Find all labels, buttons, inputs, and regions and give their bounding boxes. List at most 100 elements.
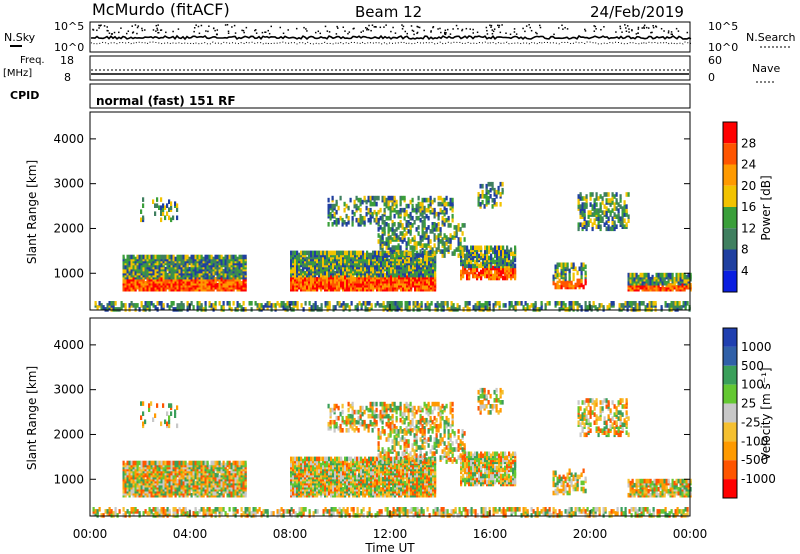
echo-cell — [326, 260, 329, 266]
echo-cell — [463, 223, 466, 228]
echo-cell — [398, 274, 401, 280]
echo-cell — [396, 250, 399, 256]
echo-cell — [558, 284, 561, 290]
nsky-point — [172, 30, 174, 33]
echo-cell — [407, 237, 410, 242]
nsky-point — [268, 32, 271, 35]
echo-cell — [625, 204, 628, 209]
echo-cell — [388, 250, 391, 256]
nsky-point — [584, 30, 587, 32]
echo-cell — [152, 468, 155, 474]
echo-cell — [416, 270, 419, 276]
echo-cell — [96, 305, 99, 310]
echo-cell — [599, 224, 602, 229]
nsky-point — [335, 33, 338, 35]
echo-cell — [498, 245, 501, 251]
echo-cell — [459, 227, 462, 232]
echo-cell — [170, 480, 173, 486]
nsky-point — [198, 32, 201, 35]
echo-cell — [416, 301, 419, 306]
echo-cell — [238, 274, 241, 280]
echo-cell — [314, 301, 317, 306]
echo-cell — [597, 224, 600, 229]
echo-cell — [424, 284, 427, 290]
echo-cell — [156, 301, 159, 306]
echo-cell — [320, 250, 323, 256]
nsky-point — [406, 32, 408, 35]
echo-cell — [618, 303, 621, 308]
echo-cell — [234, 307, 237, 312]
echo-cell — [150, 490, 153, 496]
echo-cell — [405, 251, 408, 256]
echo-cell — [580, 274, 583, 280]
echo-cell — [122, 303, 125, 308]
echo-cell — [341, 217, 344, 223]
echo-cell — [122, 460, 125, 466]
echo-cell — [357, 205, 360, 211]
echo-cell — [324, 301, 327, 306]
echo-cell — [663, 276, 666, 282]
echo-cell — [160, 254, 163, 260]
nsky-point — [490, 24, 493, 27]
echo-cell — [142, 305, 145, 310]
echo-cell — [437, 211, 440, 217]
nsky-point — [635, 33, 638, 35]
echo-cell — [387, 215, 390, 221]
echo-cell — [365, 211, 368, 217]
echo-cell — [418, 303, 421, 308]
echo-cell — [441, 237, 444, 242]
echo-cell — [389, 205, 392, 211]
echo-cell — [457, 223, 460, 228]
echo-cell — [394, 256, 397, 262]
echo-cell — [220, 258, 223, 264]
nsky-point — [227, 30, 230, 33]
echo-cell — [506, 257, 509, 263]
echo-cell — [242, 264, 245, 270]
echo-cell — [407, 203, 410, 209]
echo-cell — [645, 282, 648, 288]
echo-cell — [156, 254, 159, 260]
echo-cell — [379, 245, 382, 250]
nsky-point — [593, 25, 595, 27]
echo-cell — [445, 235, 448, 240]
echo-cell — [447, 215, 450, 221]
echo-cell — [192, 305, 195, 310]
echo-cell — [445, 201, 448, 207]
nsky-point — [141, 29, 144, 32]
nsky-point — [347, 32, 349, 35]
nsky-point — [401, 24, 403, 26]
echo-cell — [605, 210, 608, 215]
echo-cell — [198, 268, 201, 274]
echo-cell — [148, 492, 151, 498]
echo-cell — [500, 245, 503, 251]
echo-cell — [188, 256, 191, 262]
echo-cell — [364, 307, 367, 312]
echo-cell — [395, 233, 398, 238]
echo-cell — [451, 213, 454, 219]
echo-cell — [491, 204, 494, 209]
echo-cell — [415, 215, 418, 221]
echo-cell — [672, 301, 675, 306]
echo-cell — [393, 229, 396, 234]
echo-cell — [584, 264, 587, 270]
nsky-point — [513, 31, 516, 33]
nsky-point — [472, 32, 474, 34]
echo-cell — [413, 235, 416, 240]
echo-cell — [244, 307, 247, 312]
echo-cell — [282, 301, 285, 306]
echo-cell — [461, 251, 464, 256]
echo-cell — [445, 241, 448, 246]
nsky-point — [492, 30, 495, 33]
echo-cell — [146, 254, 149, 260]
echo-cell — [202, 256, 205, 262]
echo-cell — [640, 301, 643, 306]
echo-cell — [375, 217, 378, 223]
echo-cell — [647, 284, 650, 290]
echo-cell — [202, 262, 205, 268]
echo-cell — [190, 492, 193, 498]
echo-cell — [581, 196, 584, 201]
echo-cell — [184, 270, 187, 276]
colorbar-segment — [723, 143, 737, 165]
echo-cell — [178, 303, 181, 308]
echo-cell — [128, 303, 131, 308]
